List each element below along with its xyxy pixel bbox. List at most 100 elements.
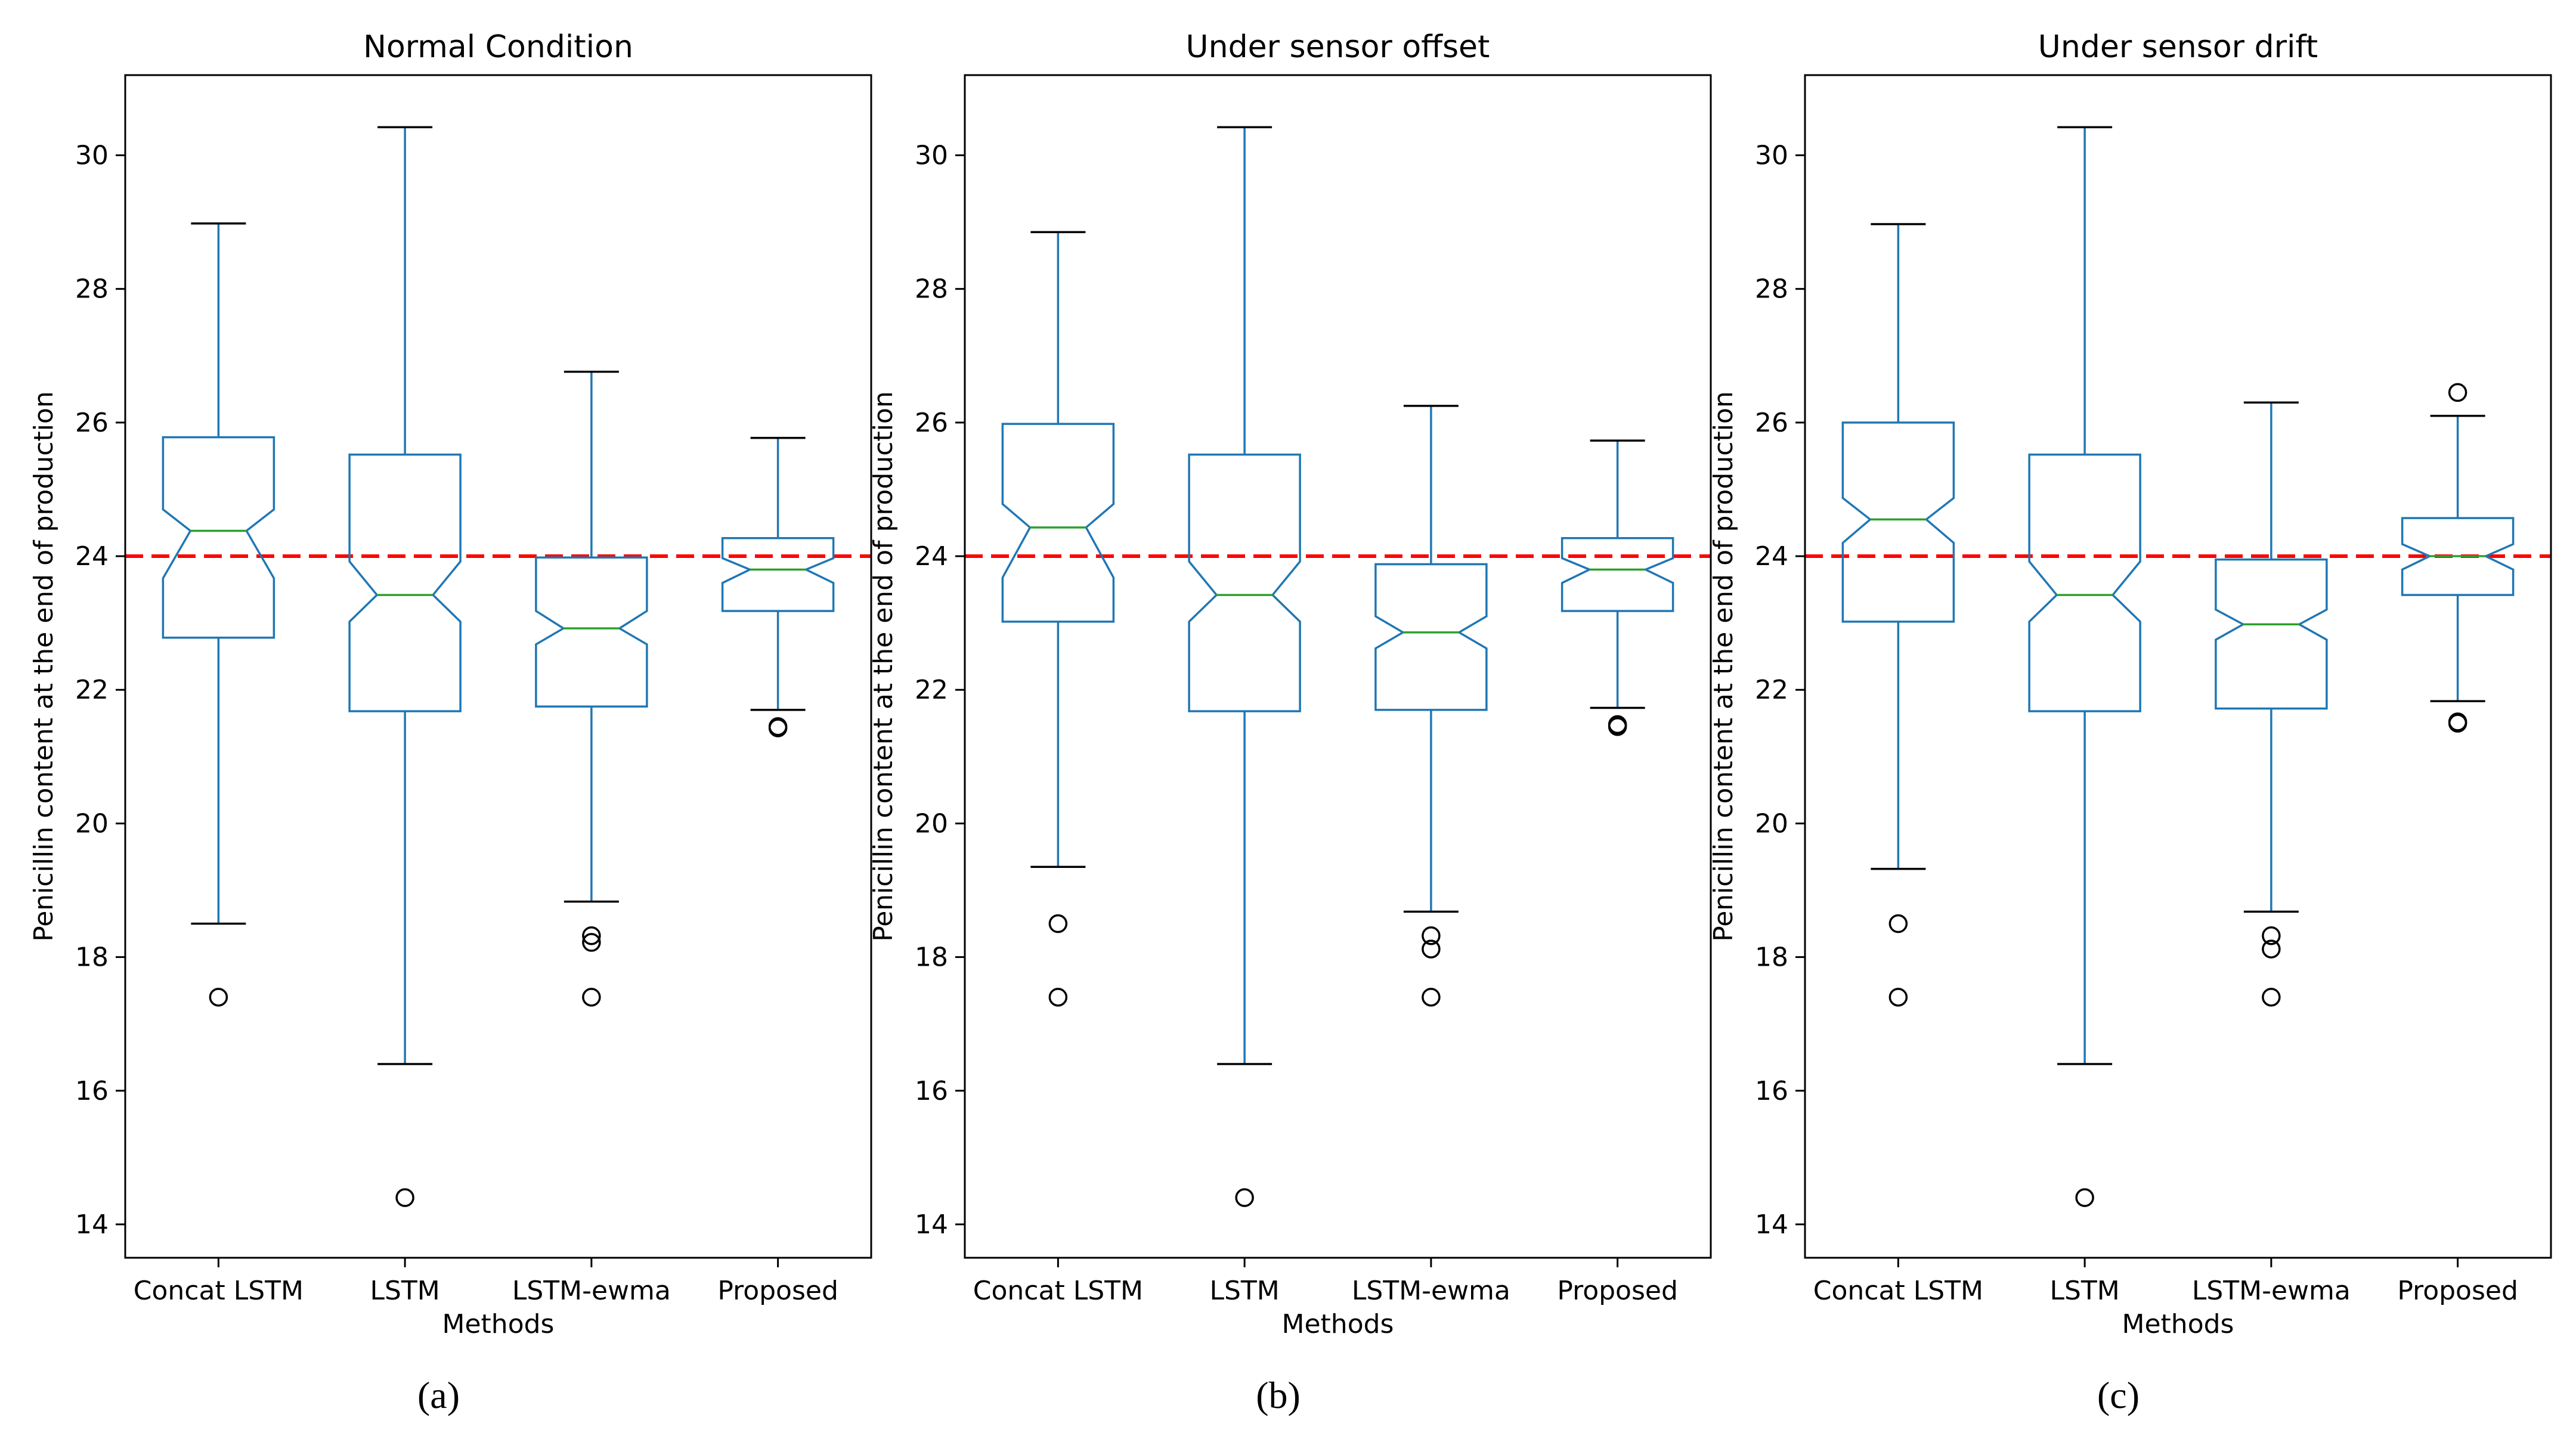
x-tick-label: Proposed <box>1557 1276 1678 1306</box>
y-tick-label: 16 <box>1755 1076 1788 1106</box>
x-tick-label: LSTM <box>2049 1276 2119 1306</box>
flier-point <box>1888 914 1908 933</box>
notched-box <box>535 556 648 708</box>
flier-point <box>1888 988 1908 1007</box>
box-2 <box>1188 126 1301 1207</box>
axes-frame <box>124 74 872 1259</box>
notched-box <box>2401 517 2515 596</box>
y-tick-label: 16 <box>915 1076 948 1106</box>
x-tick-label: Proposed <box>2397 1276 2518 1306</box>
y-tick-label: 18 <box>75 942 109 973</box>
x-axis-label: Methods <box>2122 1309 2234 1339</box>
y-tick-label: 18 <box>915 942 948 973</box>
y-axis-label: Penicillin content at the end of product… <box>1708 391 1739 941</box>
y-tick-label: 26 <box>1755 408 1788 438</box>
x-tick-label: LSTM-ewma <box>512 1276 671 1306</box>
flier-point <box>2448 383 2467 402</box>
y-tick-label: 14 <box>1755 1209 1788 1240</box>
box-3 <box>1374 405 1488 1007</box>
y-tick-label: 28 <box>915 274 948 305</box>
chart-panel-1: Normal Condition 14 16 18 20 22 24 26 28 30 Penici… <box>29 29 872 1416</box>
box-4 <box>721 436 835 737</box>
flier-point <box>582 988 601 1007</box>
notched-box <box>162 436 275 639</box>
x-tick-label: LSTM-ewma <box>2192 1276 2351 1306</box>
notched-box <box>1374 563 1488 711</box>
x-tick-label: LSTM-ewma <box>1352 1276 1510 1306</box>
flier-point <box>395 1188 414 1207</box>
x-tick-label: Concat LSTM <box>973 1276 1143 1306</box>
y-tick-label: 30 <box>915 141 948 171</box>
flier-point <box>1422 939 1441 959</box>
flier-point <box>768 718 788 737</box>
x-axis-label: Methods <box>1282 1309 1394 1339</box>
y-tick-label: 30 <box>75 141 109 171</box>
box-4 <box>2401 383 2515 733</box>
box-1 <box>1841 223 1955 1007</box>
axes-frame <box>1804 74 2552 1259</box>
notched-box <box>2215 558 2328 710</box>
flier-point <box>1235 1188 1254 1207</box>
flier-point <box>1422 926 1441 945</box>
x-tick-label: Concat LSTM <box>1813 1276 1983 1306</box>
x-tick-label: Proposed <box>717 1276 838 1306</box>
chart-panel-3: Under sensor drift 14 16 18 20 22 24 26 28 30 Peni… <box>1708 29 2552 1416</box>
y-tick-label: 20 <box>1755 808 1788 839</box>
y-tick-label: 24 <box>915 541 948 572</box>
y-tick-label: 18 <box>1755 942 1788 973</box>
flier-point <box>1422 988 1441 1007</box>
x-tick-label: Concat LSTM <box>134 1276 304 1306</box>
panel-label: (a) <box>417 1374 460 1416</box>
panel-label: (b) <box>1256 1374 1301 1416</box>
box-3 <box>535 370 648 1007</box>
y-tick-label: 26 <box>75 408 109 438</box>
box-2 <box>2028 126 2141 1207</box>
flier-point <box>1608 717 1627 736</box>
flier-point <box>2448 714 2467 733</box>
y-tick-label: 16 <box>75 1076 109 1106</box>
y-tick-label: 14 <box>75 1209 109 1240</box>
y-axis-label: Penicillin content at the end of product… <box>868 391 899 941</box>
x-tick-label: LSTM <box>370 1276 439 1306</box>
notched-box <box>1561 537 1674 612</box>
notched-box <box>2028 453 2141 712</box>
y-tick-label: 24 <box>1755 541 1788 572</box>
y-tick-label: 30 <box>1755 141 1788 171</box>
y-tick-label: 24 <box>75 541 109 572</box>
chart-title: Normal Condition <box>363 29 633 65</box>
box-2 <box>348 126 462 1207</box>
y-tick-label: 22 <box>915 675 948 705</box>
flier-point <box>1048 914 1068 933</box>
y-tick-label: 28 <box>75 274 109 305</box>
box-1 <box>162 222 275 1007</box>
axes-frame <box>964 74 1712 1259</box>
box-3 <box>2215 401 2328 1007</box>
flier-point <box>209 988 228 1007</box>
flier-point <box>2262 988 2281 1007</box>
y-tick-label: 26 <box>915 408 948 438</box>
y-tick-label: 20 <box>75 808 109 839</box>
flier-point <box>2075 1188 2094 1207</box>
x-axis-label: Methods <box>442 1309 555 1339</box>
flier-point <box>582 926 601 945</box>
box-4 <box>1561 439 1674 736</box>
flier-point <box>2262 926 2281 945</box>
x-tick-label: LSTM <box>1209 1276 1279 1306</box>
notched-box <box>1841 421 1955 623</box>
notched-box <box>348 453 462 712</box>
flier-point <box>2262 939 2281 959</box>
notched-box <box>1188 453 1301 712</box>
flier-point <box>582 933 601 952</box>
box-1 <box>1001 231 1115 1007</box>
y-tick-label: 22 <box>75 675 109 705</box>
y-tick-label: 20 <box>915 808 948 839</box>
chart-title: Under sensor offset <box>1186 29 1490 65</box>
chart-panel-2: Under sensor offset 14 16 18 20 22 24 26 28 30 Pen… <box>868 29 1712 1416</box>
y-tick-label: 28 <box>1755 274 1788 305</box>
y-axis-label: Penicillin content at the end of product… <box>29 391 59 941</box>
y-tick-label: 14 <box>915 1209 948 1240</box>
flier-point <box>1048 988 1068 1007</box>
chart-title: Under sensor drift <box>2038 29 2318 65</box>
panel-label: (c) <box>2097 1374 2140 1416</box>
